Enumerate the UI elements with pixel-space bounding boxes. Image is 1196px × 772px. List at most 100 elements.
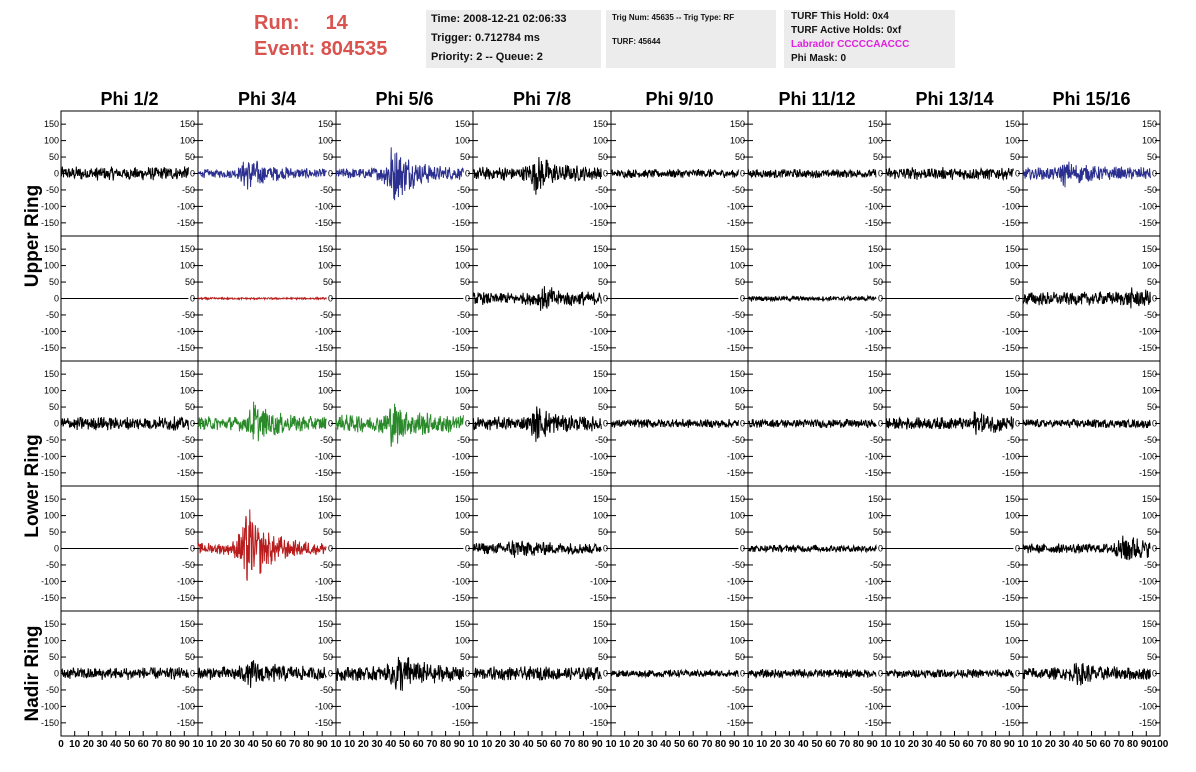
x-tick-label: 70	[426, 739, 438, 750]
y-tick-label: 50	[460, 152, 470, 162]
y-tick-label: -100	[177, 326, 195, 336]
y-tick-label: -150	[1002, 218, 1020, 228]
y-tick-label: 50	[873, 527, 883, 537]
y-tick-label: 100	[593, 511, 608, 521]
x-tick-label: 60	[275, 739, 287, 750]
waveform-trace	[610, 668, 739, 679]
y-tick-label: 150	[868, 619, 883, 629]
waveform-trace	[885, 166, 1014, 182]
y-tick-label: 0	[740, 419, 745, 429]
turf-info-box: TURF This Hold: 0x4 TURF Active Holds: 0…	[784, 10, 955, 68]
y-tick-label: 100	[1142, 511, 1157, 521]
y-tick-label: 100	[1005, 386, 1020, 396]
y-tick-label: -100	[315, 326, 333, 336]
column-header: Phi 15/16	[1052, 89, 1130, 109]
y-tick-label: 0	[54, 169, 59, 179]
y-tick-label: 0	[740, 169, 745, 179]
y-tick-label: -50	[320, 560, 333, 570]
y-tick-label: 50	[873, 152, 883, 162]
y-tick-label: -100	[1002, 451, 1020, 461]
y-tick-label: -50	[870, 310, 883, 320]
y-tick-label: 50	[1010, 152, 1020, 162]
y-tick-label: 100	[44, 511, 59, 521]
y-tick-label: -100	[177, 576, 195, 586]
event-value: 804535	[320, 38, 388, 60]
y-tick-label: 150	[1005, 619, 1020, 629]
x-tick-label: 20	[1045, 739, 1057, 750]
waveform-trace	[197, 401, 327, 442]
x-tick-label: 10	[619, 739, 631, 750]
y-tick-label: -150	[452, 343, 470, 353]
y-tick-label: -150	[590, 343, 608, 353]
y-tick-label: -100	[727, 201, 745, 211]
y-tick-label: 0	[1015, 294, 1020, 304]
x-tick-label: 70	[701, 739, 713, 750]
y-tick-label: -50	[1007, 185, 1020, 195]
y-tick-label: 150	[318, 119, 333, 129]
y-tick-label: -100	[177, 201, 195, 211]
y-tick-label: 0	[328, 669, 333, 679]
y-tick-label: 150	[455, 119, 470, 129]
x-tick-label: 10	[880, 739, 892, 750]
x-tick-label: 20	[908, 739, 920, 750]
y-tick-label: 100	[868, 386, 883, 396]
y-tick-label: 150	[593, 119, 608, 129]
x-tick-label: 50	[949, 739, 961, 750]
ring-label: Upper Ring	[22, 185, 43, 287]
y-tick-label: 150	[593, 369, 608, 379]
y-tick-label: 50	[323, 527, 333, 537]
waveform-trace	[610, 168, 739, 180]
x-tick-label: 50	[674, 739, 686, 750]
turf-text: TURF: 45644	[612, 37, 661, 46]
y-tick-label: -150	[865, 468, 883, 478]
y-tick-label: -50	[732, 435, 745, 445]
x-tick-label: 10	[1031, 739, 1043, 750]
y-tick-label: 100	[44, 636, 59, 646]
y-tick-label: 150	[318, 619, 333, 629]
y-tick-label: -100	[315, 701, 333, 711]
y-tick-label: 0	[1015, 169, 1020, 179]
y-tick-label: -150	[315, 593, 333, 603]
y-tick-label: 150	[44, 494, 59, 504]
x-tick-label: 10	[467, 739, 479, 750]
y-tick-label: 100	[1142, 636, 1157, 646]
y-tick-label: -50	[457, 435, 470, 445]
y-tick-label: -100	[590, 576, 608, 586]
waveform-trace	[1022, 662, 1151, 686]
y-tick-label: -100	[315, 451, 333, 461]
y-tick-label: 0	[190, 294, 195, 304]
y-tick-label: 100	[455, 511, 470, 521]
y-tick-label: -50	[46, 435, 59, 445]
y-tick-label: 100	[455, 636, 470, 646]
y-tick-label: -150	[727, 343, 745, 353]
x-tick-label: 20	[633, 739, 645, 750]
y-tick-label: 100	[1005, 261, 1020, 271]
y-tick-label: 0	[1152, 544, 1157, 554]
y-tick-label: -100	[1002, 326, 1020, 336]
y-tick-label: 0	[190, 419, 195, 429]
y-tick-label: 50	[598, 527, 608, 537]
y-tick-label: 50	[735, 152, 745, 162]
y-tick-label: -100	[590, 451, 608, 461]
x-tick-label: 90	[1141, 739, 1153, 750]
waveform-trace	[472, 156, 602, 195]
y-tick-label: 50	[735, 277, 745, 287]
y-tick-label: 150	[730, 619, 745, 629]
y-tick-label: 150	[868, 369, 883, 379]
y-tick-label: 100	[180, 261, 195, 271]
y-tick-label: 0	[740, 669, 745, 679]
turf-this-hold-text: TURF This Hold: 0x4	[791, 11, 889, 22]
x-tick-label: 40	[248, 739, 260, 750]
y-tick-label: 50	[873, 277, 883, 287]
y-tick-label: 0	[328, 169, 333, 179]
y-tick-label: -50	[870, 435, 883, 445]
y-tick-label: 150	[1142, 244, 1157, 254]
y-tick-label: 0	[465, 669, 470, 679]
y-tick-label: 100	[1005, 136, 1020, 146]
y-tick-label: 150	[593, 494, 608, 504]
y-tick-label: 150	[1142, 619, 1157, 629]
waveform-trace	[60, 666, 189, 681]
y-tick-label: 150	[1005, 369, 1020, 379]
y-tick-label: -50	[46, 185, 59, 195]
y-tick-label: 150	[455, 244, 470, 254]
